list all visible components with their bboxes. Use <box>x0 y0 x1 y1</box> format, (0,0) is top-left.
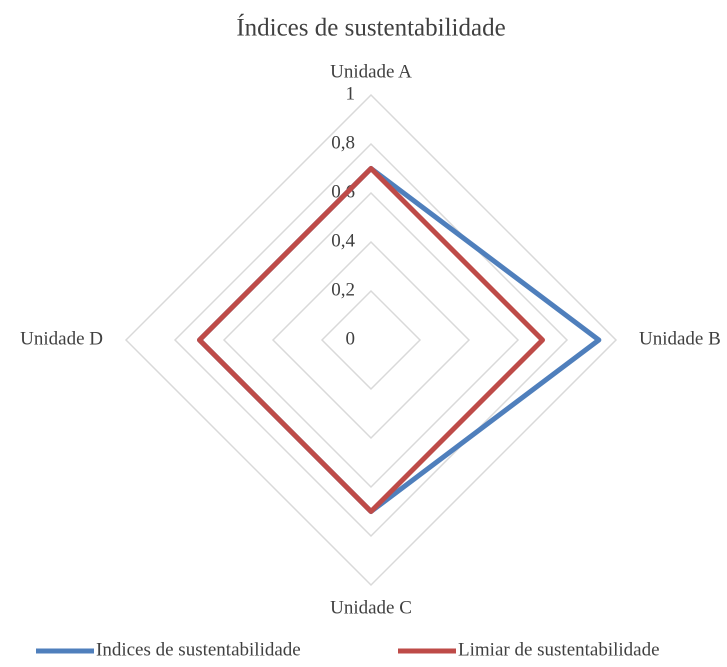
tick-label: 0 <box>346 328 356 349</box>
tick-label: 0,6 <box>331 181 355 202</box>
legend-label: Limiar de sustentabilidade <box>458 639 660 660</box>
chart-title: Índices de sustentabilidade <box>236 14 505 42</box>
grid-line <box>271 240 471 440</box>
grid-line <box>173 142 569 538</box>
category-label: Unidade C <box>330 597 412 618</box>
grid-line <box>124 93 618 587</box>
tick-label: 0,2 <box>331 279 355 300</box>
category-label: Unidade B <box>639 328 721 349</box>
tick-label: 1 <box>346 83 356 104</box>
series-line <box>197 166 545 514</box>
category-label: Unidade D <box>20 328 103 349</box>
series-line <box>197 166 602 514</box>
tick-label: 0,4 <box>331 230 355 251</box>
category-label: Unidade A <box>330 61 412 82</box>
tick-label: 0,8 <box>331 132 355 153</box>
grid-line <box>222 191 520 489</box>
grid-line <box>320 289 422 391</box>
legend-label: Indices de sustentabilidade <box>96 639 301 660</box>
